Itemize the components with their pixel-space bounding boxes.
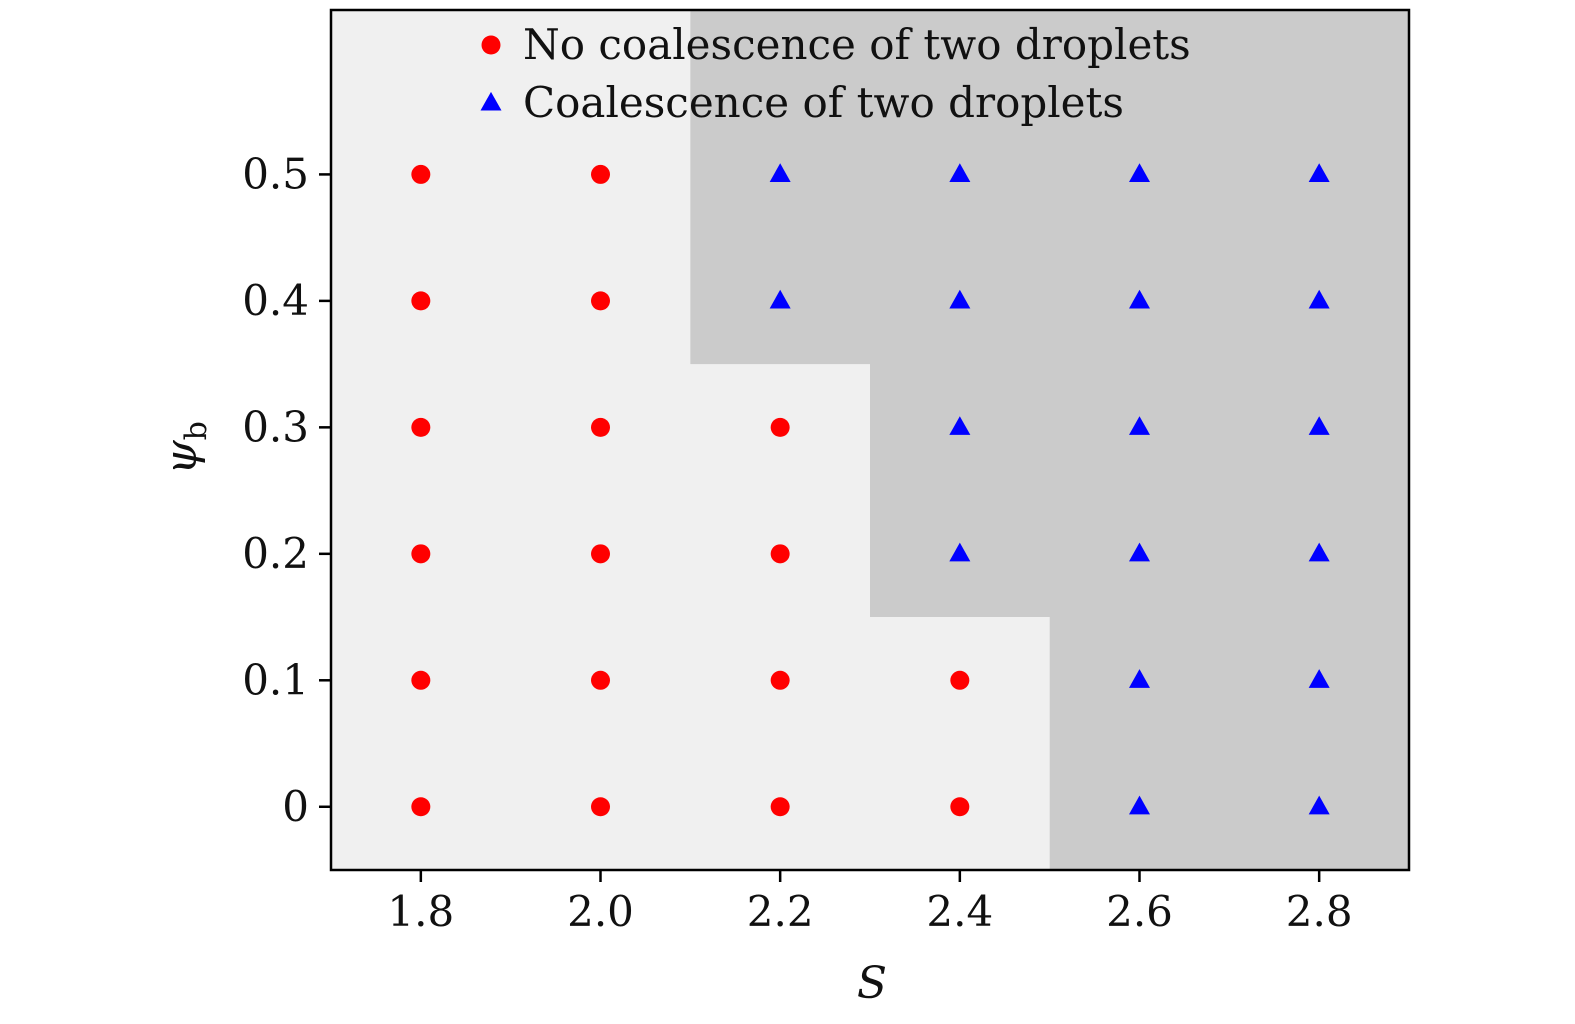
coalescence-point bbox=[1129, 795, 1150, 815]
data-points bbox=[411, 163, 1330, 817]
x-axis-label: S bbox=[857, 958, 887, 1009]
legend-marker bbox=[480, 91, 502, 111]
coalescence-point bbox=[1129, 416, 1150, 435]
no-coalescence-point bbox=[411, 797, 431, 817]
legend-label: No coalescence of two droplets bbox=[523, 20, 1191, 69]
coalescence-point bbox=[1308, 163, 1330, 182]
y-tick-label: 0.1 bbox=[242, 655, 309, 704]
no-coalescence-point bbox=[770, 417, 790, 437]
coalescence-point bbox=[949, 163, 971, 182]
no-coalescence-point bbox=[950, 670, 970, 690]
y-axis-label-symbol: ψ bbox=[156, 440, 207, 475]
coalescence-point bbox=[949, 289, 971, 309]
coalescence-point bbox=[949, 542, 971, 562]
x-tick-label: 2.2 bbox=[747, 887, 814, 936]
y-tick-label: 0.2 bbox=[242, 529, 309, 578]
no-coalescence-point bbox=[770, 797, 790, 817]
no-coalescence-point bbox=[591, 291, 610, 311]
coalescence-point bbox=[1129, 163, 1150, 182]
coalescence-region bbox=[690, 10, 1409, 870]
x-tick-label: 2.8 bbox=[1286, 887, 1353, 936]
y-axis-label-subscript: b bbox=[179, 421, 214, 440]
x-tick-label: 2.4 bbox=[926, 887, 993, 936]
coalescence-point bbox=[769, 163, 791, 182]
coalescence-point bbox=[1308, 542, 1330, 562]
y-tick-label: 0 bbox=[282, 782, 309, 831]
background-regions bbox=[331, 10, 1409, 870]
coalescence-point bbox=[1308, 669, 1330, 688]
no-coalescence-point bbox=[411, 164, 431, 184]
no-coalescence-point bbox=[950, 797, 970, 817]
no-coalescence-point bbox=[591, 164, 610, 184]
plot-frame bbox=[329, 8, 1411, 872]
x-tick-label: 1.8 bbox=[387, 887, 454, 936]
legend: No coalescence of two droplets Coalescenc… bbox=[480, 20, 1191, 127]
no-coalescence-point bbox=[591, 670, 610, 690]
y-axis-label: ψb bbox=[156, 421, 214, 475]
no-coalescence-point bbox=[591, 797, 610, 817]
coalescence-point bbox=[769, 289, 791, 309]
coalescence-point bbox=[1308, 795, 1330, 815]
no-coalescence-point bbox=[591, 417, 610, 437]
coalescence-point bbox=[1129, 669, 1150, 688]
x-tick-label: 2.0 bbox=[567, 887, 634, 936]
no-coalescence-point bbox=[411, 291, 431, 311]
y-tick-label: 0.4 bbox=[242, 276, 309, 325]
y-axis-ticks: 0 0.1 0.2 0.3 0.4 0.5 bbox=[242, 149, 331, 831]
coalescence-point bbox=[1129, 289, 1150, 309]
no-coalescence-point bbox=[411, 544, 431, 564]
y-tick-label: 0.3 bbox=[242, 402, 309, 451]
legend-label: Coalescence of two droplets bbox=[523, 78, 1124, 127]
legend-marker bbox=[481, 35, 501, 55]
no-coalescence-point bbox=[770, 670, 790, 690]
x-tick-label: 2.6 bbox=[1106, 887, 1173, 936]
y-tick-label: 0.5 bbox=[242, 149, 309, 198]
no-coalescence-point bbox=[591, 544, 610, 564]
no-coalescence-region bbox=[331, 10, 1050, 870]
coalescence-point bbox=[1129, 542, 1150, 562]
coalescence-point bbox=[1308, 289, 1330, 309]
coalescence-point bbox=[949, 416, 971, 435]
no-coalescence-point bbox=[770, 544, 790, 564]
no-coalescence-point bbox=[411, 670, 431, 690]
no-coalescence-point bbox=[411, 417, 431, 437]
coalescence-point bbox=[1308, 416, 1330, 435]
x-axis-ticks: 1.8 2.0 2.2 2.4 2.6 2.8 bbox=[387, 870, 1353, 936]
